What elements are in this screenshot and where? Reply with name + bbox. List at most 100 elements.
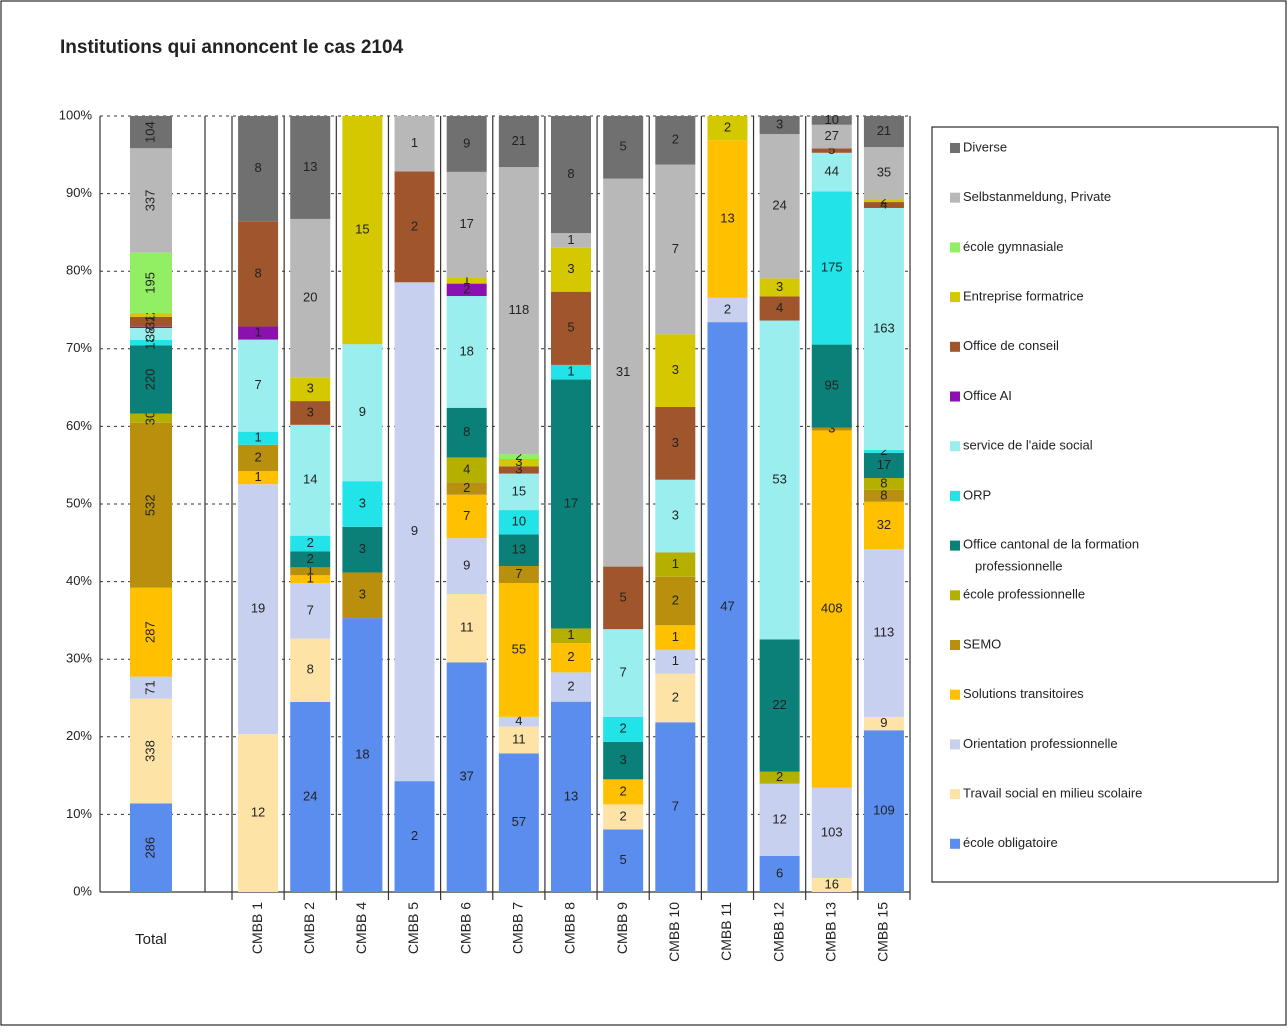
value-label: 1 [411, 135, 418, 150]
bar-segment [394, 171, 435, 283]
value-label: 2 [620, 783, 627, 798]
bar-segment [863, 478, 904, 490]
value-label: 2 [463, 281, 470, 296]
bar-segment [603, 629, 644, 717]
bar-segment [238, 431, 279, 445]
value-label: 7 [672, 241, 679, 256]
value-label: 12 [772, 811, 786, 826]
legend-swatch [950, 689, 960, 700]
value-label: 3 [359, 587, 366, 602]
value-label: 7 [620, 664, 627, 679]
legend-box [931, 126, 1279, 883]
value-label: 4 [880, 196, 887, 211]
value-label: 12 [251, 805, 265, 820]
value-label: 2 [567, 649, 574, 664]
x-tick-label: CMBB 9 [614, 902, 630, 954]
legend-swatch [950, 441, 960, 452]
value-label: 286 [142, 837, 157, 859]
bar-segment [551, 628, 591, 644]
bar-segment [863, 207, 904, 450]
value-label: 17 [564, 495, 578, 510]
bar-segment [342, 344, 383, 482]
value-label: 19 [251, 601, 265, 616]
bar-segment [130, 316, 172, 327]
bar-segment [446, 538, 487, 595]
value-label: 8 [880, 475, 887, 490]
value-label: 2 [254, 449, 261, 464]
bar-segment [863, 147, 904, 200]
bar-segment [603, 566, 644, 630]
bar-segment [655, 673, 696, 723]
value-label: 35 [877, 165, 891, 180]
bar-segment [655, 722, 696, 892]
value-label: 8 [880, 487, 887, 502]
value-label: 287 [142, 621, 157, 643]
bar-segment [130, 587, 172, 677]
bar-segment [603, 829, 644, 892]
y-tick-label: 90% [66, 185, 92, 200]
value-label: 32 [142, 315, 157, 329]
value-label: 2 [515, 448, 522, 463]
legend-label: Orientation professionnelle [963, 736, 1118, 751]
value-label: 8 [567, 166, 574, 181]
value-label: 3 [359, 541, 366, 556]
value-label: 47 [720, 599, 734, 614]
value-label: 57 [512, 814, 526, 829]
value-label: 37 [459, 769, 473, 784]
legend-swatch [950, 192, 960, 203]
x-tick-label: CMBB 4 [353, 902, 369, 954]
value-label: 1 [307, 563, 314, 578]
bar-segment [551, 233, 591, 248]
bar-segment [342, 481, 383, 527]
bar-segment [130, 313, 172, 317]
legend-label: école obligatoire [963, 835, 1058, 850]
value-label: 8 [254, 160, 261, 175]
value-label: 2 [620, 721, 627, 736]
value-label: 1 [672, 556, 679, 571]
bar-segment [446, 277, 487, 284]
bar-segment [290, 218, 331, 378]
value-label: 11 [512, 731, 526, 746]
bar-segment [446, 283, 487, 297]
bar-segment [811, 152, 852, 192]
bar-segment [498, 583, 539, 717]
bar-segment [811, 191, 852, 345]
bar-segment [655, 407, 696, 480]
bar-segment [655, 116, 696, 165]
bar-segment [498, 116, 539, 168]
value-label: 21 [512, 133, 526, 148]
bar-segment [759, 296, 800, 321]
value-label: 7 [254, 377, 261, 392]
bar-segment [130, 422, 172, 588]
value-label: 8 [463, 424, 470, 439]
x-tick-label: CMBB 8 [562, 902, 578, 954]
value-label: 2 [672, 592, 679, 607]
value-label: 27 [825, 128, 839, 143]
bar-segment [863, 202, 904, 208]
bar-segment [238, 471, 279, 485]
bar-segment [498, 753, 539, 892]
value-label: 14 [303, 472, 317, 487]
bar-segment [551, 364, 591, 380]
bar-segment [498, 473, 539, 511]
legend-label: Office AI [963, 388, 1012, 403]
value-label: 1 [307, 571, 314, 586]
y-tick-label: 60% [66, 418, 92, 433]
bar-segment [130, 676, 172, 699]
bar-segment [290, 638, 331, 702]
bar-segment [290, 575, 331, 584]
bar-segment [130, 116, 172, 149]
value-label: 408 [821, 601, 843, 616]
bar-segment [130, 326, 172, 328]
bar-segment [811, 344, 852, 428]
value-label: 109 [873, 803, 895, 818]
value-label: 17 [877, 457, 891, 472]
value-label: 3 [307, 381, 314, 396]
bar-segment [551, 116, 591, 234]
legend-label: ORP [963, 487, 991, 502]
bar-segment [655, 552, 696, 577]
bar-segment [446, 494, 487, 539]
value-label: 24 [772, 198, 786, 213]
bar-segment [655, 576, 696, 626]
bar-segment [498, 716, 539, 727]
